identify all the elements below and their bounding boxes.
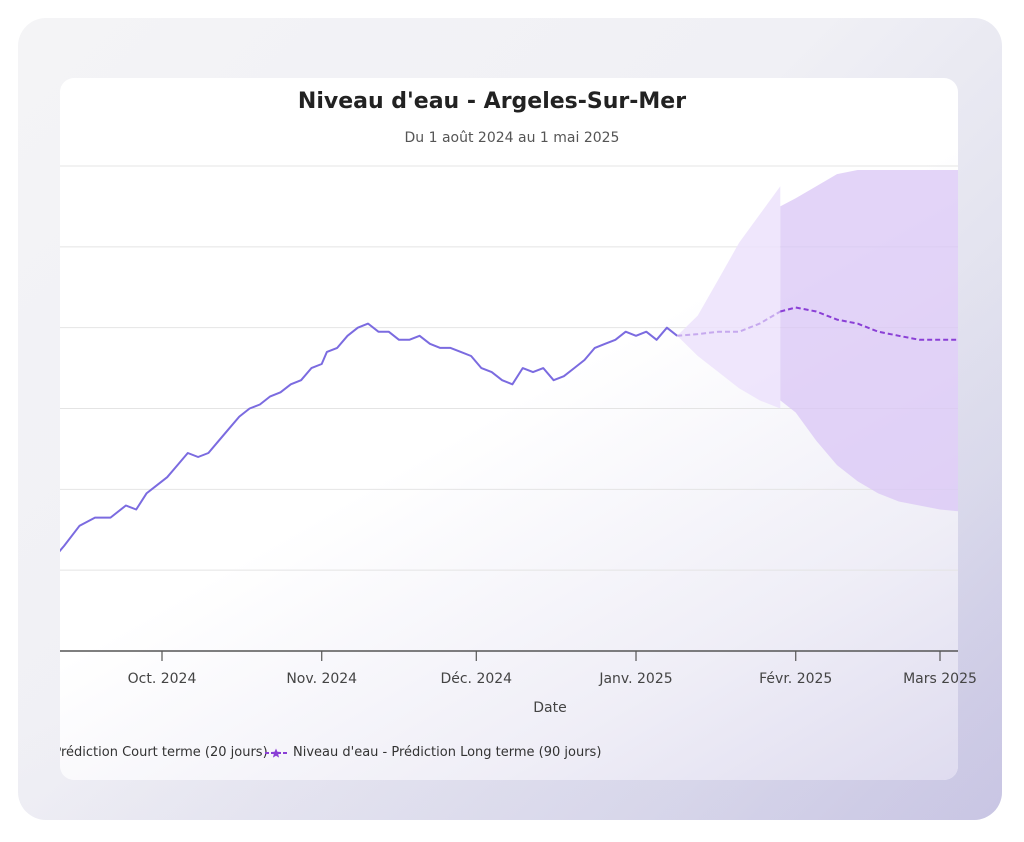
legend-label-short-term: Niveau d'eau - Prédiction Court terme (2… xyxy=(60,745,268,760)
x-tick-label-3: Janv. 2025 xyxy=(598,671,672,687)
prediction-band-2 xyxy=(780,170,958,512)
x-axis: Oct. 2024 Nov. 2024 Déc. 2024 Janv. 2025 Fév… xyxy=(60,650,977,687)
x-tick-label-0: Oct. 2024 xyxy=(128,671,197,687)
chart-subtitle: Du 1 août 2024 au 1 mai 2025 xyxy=(404,130,620,146)
legend-item-short-term[interactable]: Niveau d'eau - Prédiction Court terme (2… xyxy=(60,745,268,760)
prediction-band-1 xyxy=(677,186,781,409)
legend-item-long-term[interactable]: Niveau d'eau - Prédiction Long terme (90… xyxy=(265,745,601,760)
star-line-icon xyxy=(265,748,287,758)
series-line-0 xyxy=(60,322,678,553)
chart-title: Niveau d'eau - Argeles-Sur-Mer xyxy=(297,89,687,114)
x-tick-label-2: Déc. 2024 xyxy=(440,671,512,687)
x-tick-label-4: Févr. 2025 xyxy=(759,671,832,687)
x-tick-label-5: Mars 2025 xyxy=(903,671,977,687)
legend-label-long-term: Niveau d'eau - Prédiction Long terme (90… xyxy=(293,745,602,760)
x-tick-label-1: Nov. 2024 xyxy=(286,671,357,687)
chart-legend: Niveau d'eau - Prédiction Court terme (2… xyxy=(60,745,958,767)
prediction-bands xyxy=(677,170,958,512)
x-axis-title: Date xyxy=(533,700,566,716)
